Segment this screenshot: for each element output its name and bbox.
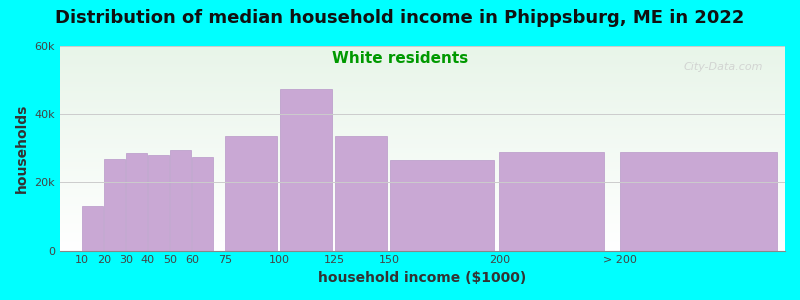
- Text: City-Data.com: City-Data.com: [684, 62, 763, 72]
- Bar: [126, 153, 147, 250]
- Bar: [280, 88, 332, 250]
- Bar: [390, 160, 494, 250]
- X-axis label: household income ($1000): household income ($1000): [318, 271, 526, 285]
- Bar: [104, 158, 125, 250]
- Text: Distribution of median household income in Phippsburg, ME in 2022: Distribution of median household income …: [55, 9, 745, 27]
- Text: White residents: White residents: [332, 51, 468, 66]
- Bar: [499, 152, 604, 250]
- Bar: [170, 150, 190, 250]
- Bar: [82, 206, 103, 250]
- Bar: [620, 152, 777, 250]
- Bar: [192, 157, 213, 250]
- Bar: [148, 155, 169, 250]
- Y-axis label: households: households: [15, 103, 29, 193]
- Bar: [334, 136, 387, 250]
- Bar: [225, 136, 277, 250]
